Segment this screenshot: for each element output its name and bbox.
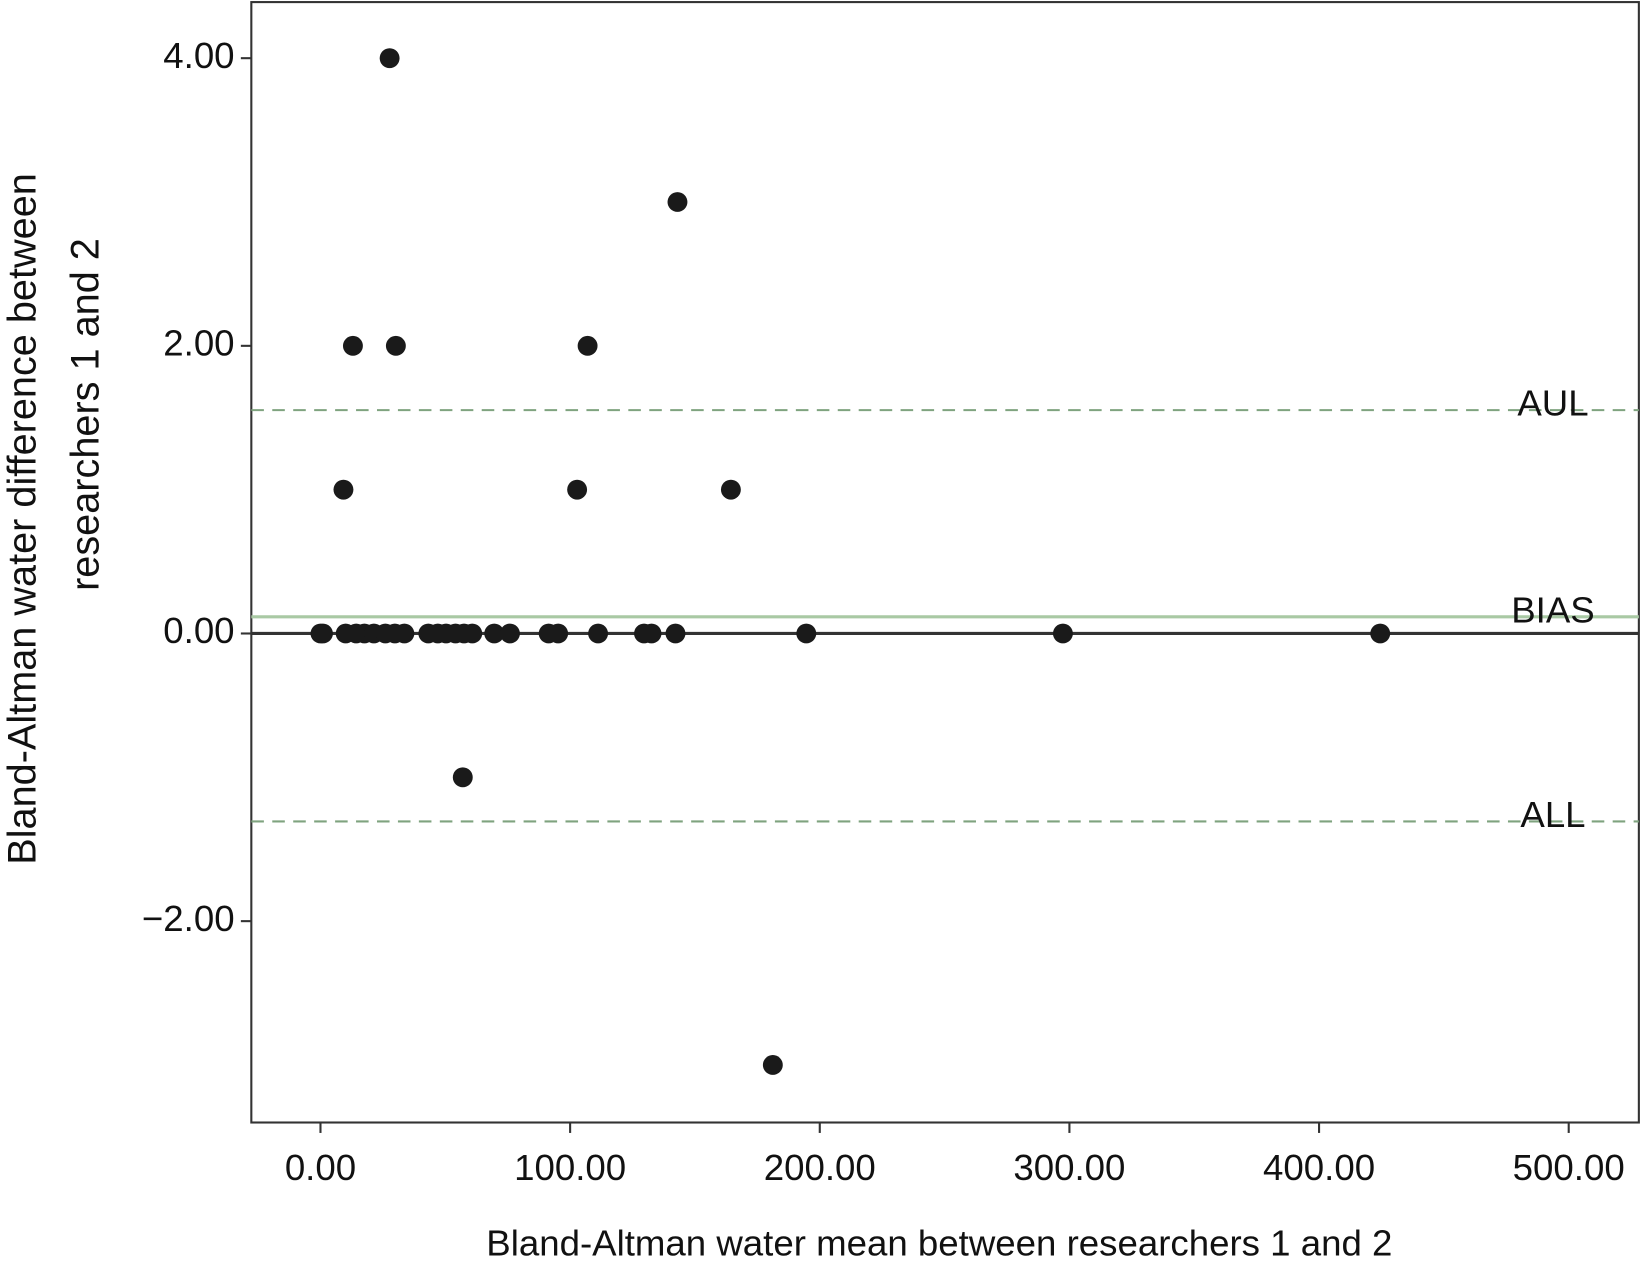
point bbox=[1052, 623, 1073, 644]
reference-label: ALL bbox=[1520, 794, 1585, 835]
y-tick-label: −2.00 bbox=[142, 898, 235, 939]
point bbox=[500, 623, 520, 644]
point bbox=[720, 479, 741, 500]
point bbox=[452, 767, 473, 788]
x-tick-label: 200.00 bbox=[764, 1147, 876, 1188]
x-tick-label: 100.00 bbox=[514, 1147, 626, 1188]
y-tick-label: 0.00 bbox=[163, 610, 234, 651]
point bbox=[796, 623, 817, 644]
x-tick-label: 500.00 bbox=[1513, 1147, 1625, 1188]
y-tick-label: 4.00 bbox=[163, 35, 234, 76]
point bbox=[548, 623, 569, 644]
x-tick-label: 300.00 bbox=[1013, 1147, 1125, 1188]
point bbox=[641, 623, 662, 644]
x-tick-label: 0.00 bbox=[285, 1147, 356, 1188]
point bbox=[462, 623, 483, 644]
point bbox=[577, 335, 598, 356]
point bbox=[667, 192, 688, 212]
point bbox=[762, 1055, 783, 1075]
point bbox=[484, 623, 505, 644]
plot-frame bbox=[250, 1, 1640, 1124]
point bbox=[665, 623, 686, 644]
reference-label: BIAS bbox=[1511, 589, 1594, 630]
point bbox=[394, 623, 415, 644]
point bbox=[313, 623, 333, 644]
y-axis-label: Bland-Altman water difference between bbox=[1, 173, 45, 865]
point bbox=[385, 335, 406, 356]
point bbox=[588, 623, 609, 644]
x-axis-label: Bland-Altman water mean between research… bbox=[486, 1222, 1392, 1263]
point bbox=[567, 479, 588, 500]
y-axis-label: researchers 1 and 2 bbox=[63, 238, 107, 591]
point bbox=[333, 479, 354, 500]
point bbox=[342, 335, 363, 356]
point bbox=[379, 48, 400, 69]
reference-label: AUL bbox=[1517, 383, 1588, 424]
x-tick-label: 400.00 bbox=[1263, 1147, 1375, 1188]
point bbox=[1370, 623, 1391, 644]
y-tick-label: 2.00 bbox=[163, 323, 234, 364]
